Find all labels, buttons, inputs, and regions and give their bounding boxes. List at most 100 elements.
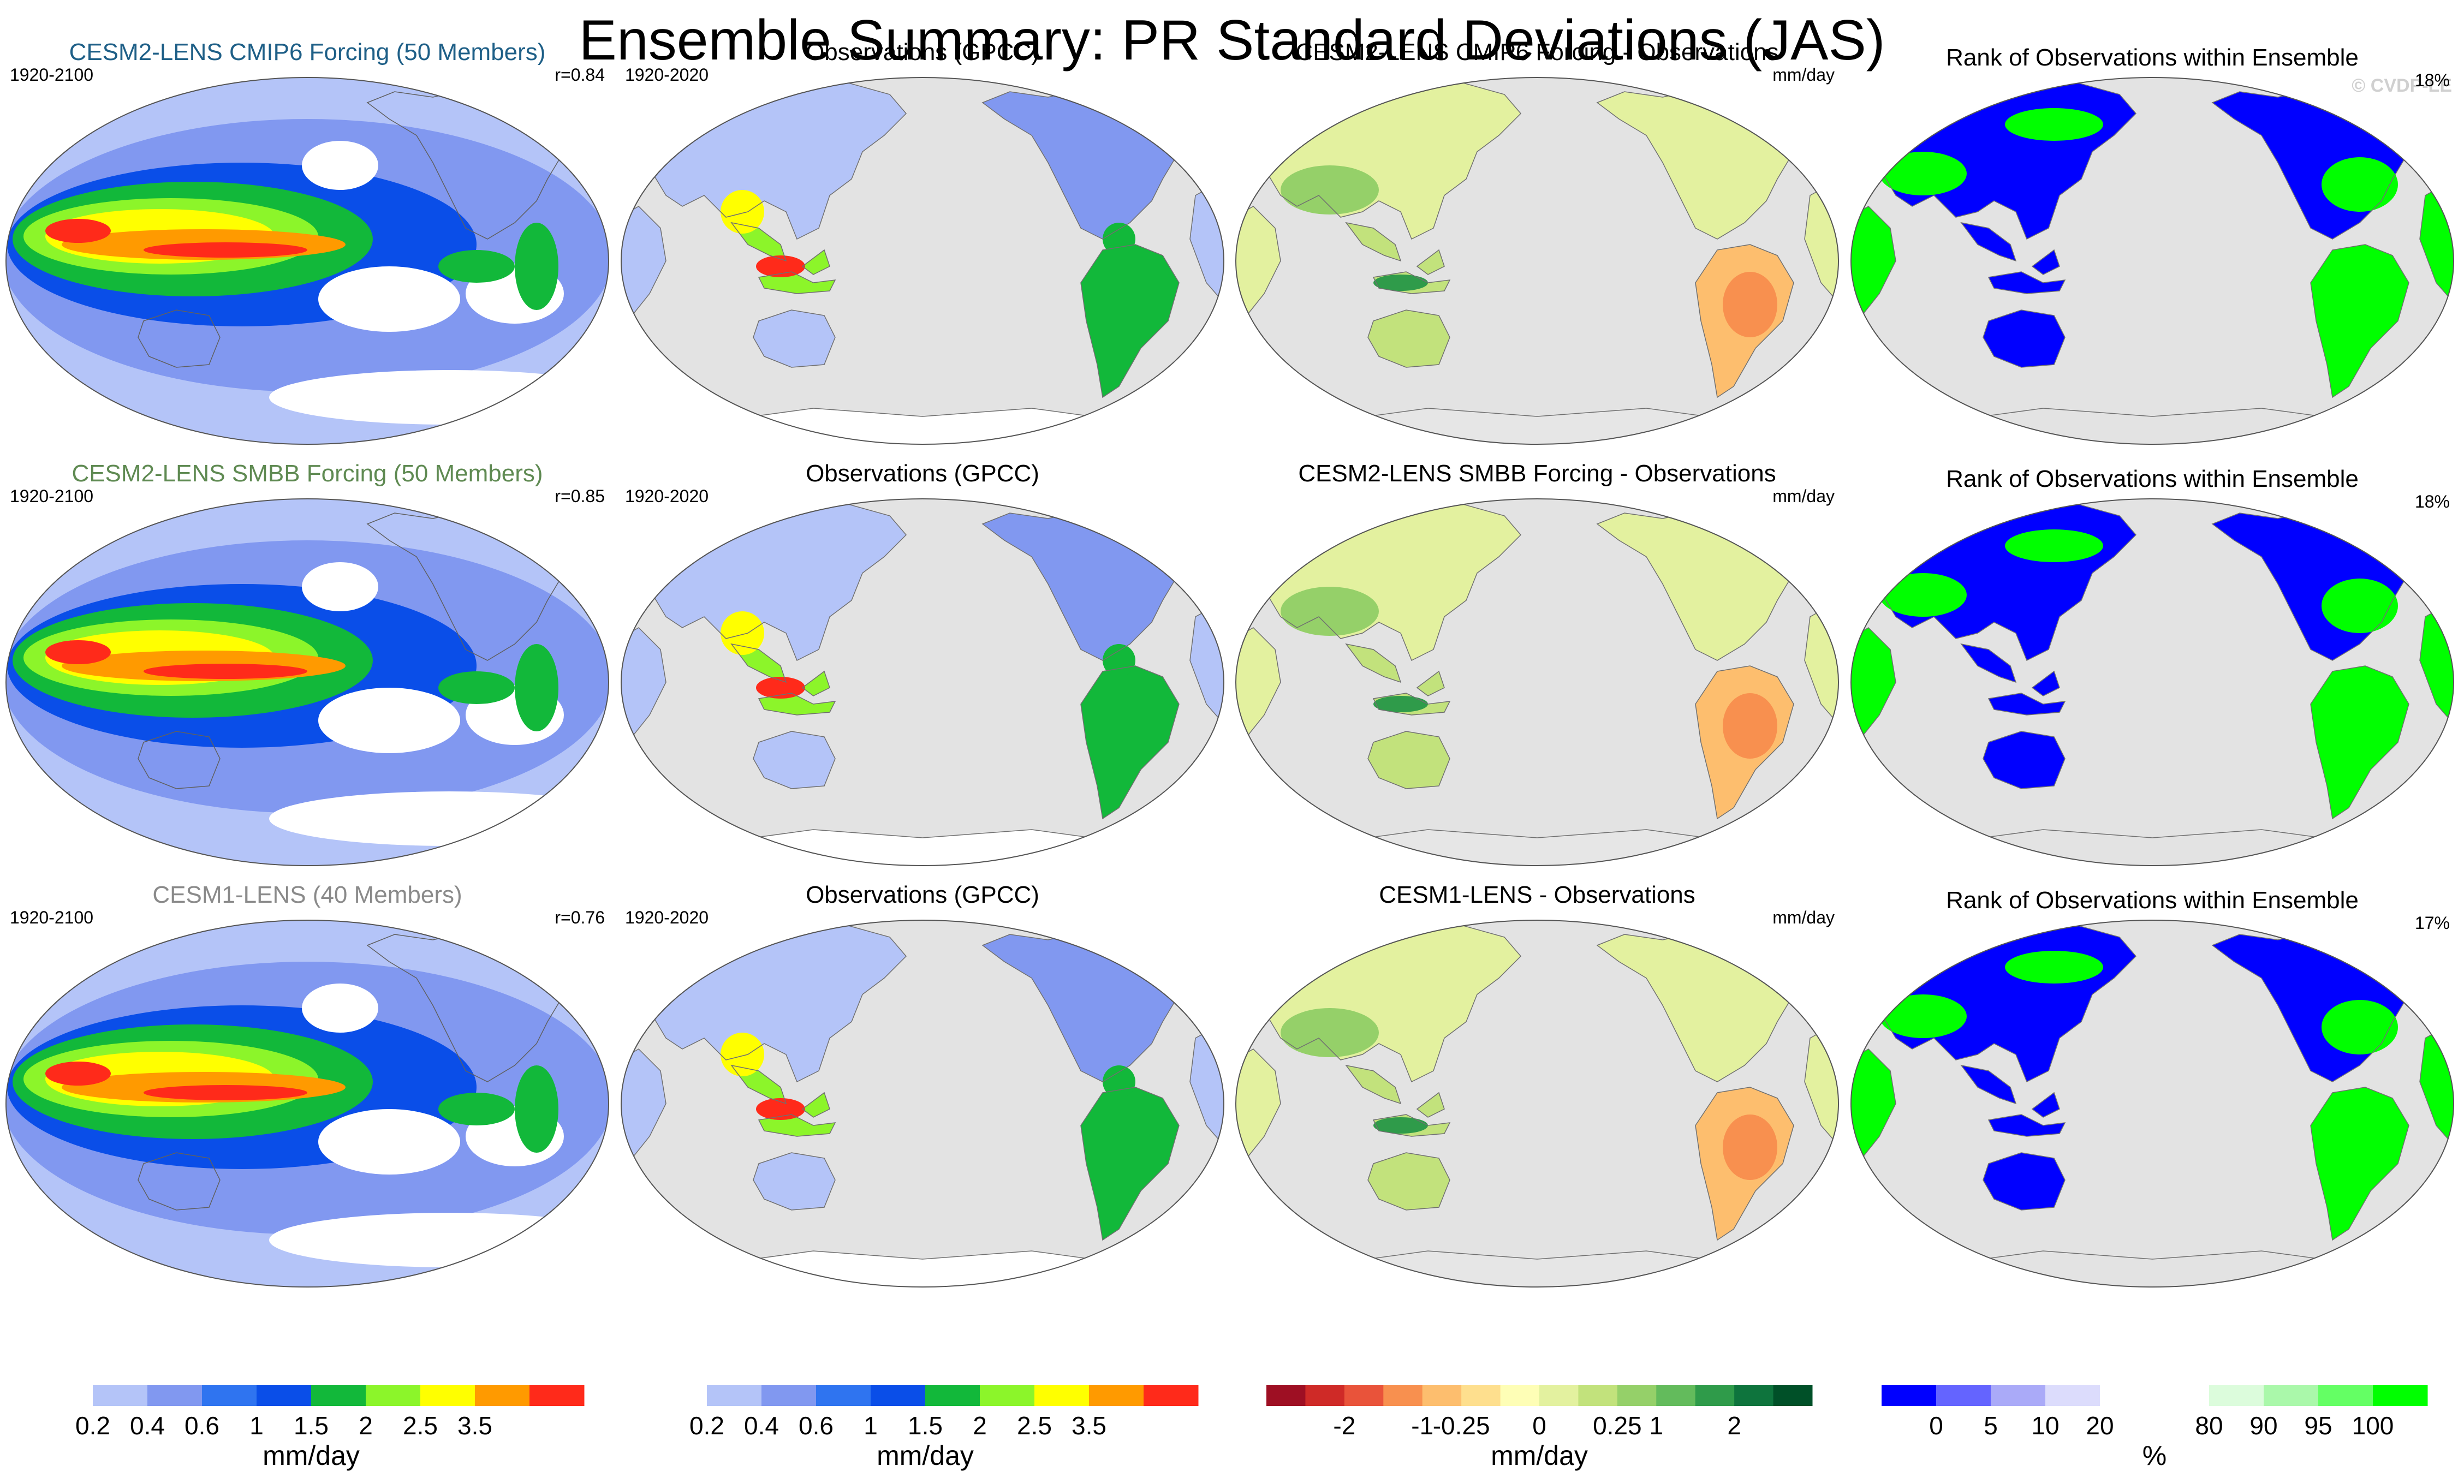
colorbar-swatch (1617, 1385, 1657, 1406)
colorbar-tick-label: 3.5 (1072, 1411, 1106, 1440)
colorbar-tick-label: 2.5 (403, 1411, 438, 1440)
colorbar-swatch (925, 1385, 980, 1406)
colorbar-tick-label: 0.2 (75, 1411, 110, 1440)
colorbar-tick-label: 1 (864, 1411, 878, 1440)
colorbar-units-label: mm/day (877, 1440, 974, 1471)
colorbar-tick-label: 5 (1984, 1411, 1998, 1440)
colorbar-swatch (202, 1385, 257, 1406)
colorbar-swatch (475, 1385, 530, 1406)
colorbar-tick-label: 20 (2086, 1411, 2114, 1440)
panel-title: CESM2-LENS SMBB Forcing (50 Members) (72, 460, 543, 487)
panel-row2-rank-map: Rank of Observations within Ensemble 18% (1850, 466, 2454, 866)
colorbar-units-label: mm/day (263, 1440, 360, 1471)
years-label: 1920-2100 (10, 65, 93, 85)
panel-row1-rank-map: Rank of Observations within Ensemble 18% (1850, 44, 2454, 445)
years-label: 1920-2020 (625, 65, 709, 85)
colorbar-swatch (707, 1385, 762, 1406)
colorbar-model-std: 0.2 0.4 0.6 1 1.5 2 2.5 3.5 mm/day (38, 1385, 585, 1471)
colorbar-tick-label: 95 (2304, 1411, 2332, 1440)
colorbar-swatch (257, 1385, 312, 1406)
panel-row3-difference-map: CESM1-LENS - Observations mm/day (1235, 881, 1839, 1288)
colorbar-swatch (2318, 1385, 2373, 1406)
rank-percent-label: 18% (2415, 70, 2450, 90)
colorbar-units-label: % (2142, 1440, 2167, 1471)
panel-row1-difference-map: CESM2-LENS CMIP6 Forcing - Observationsm… (1235, 39, 1839, 445)
colorbar-swatch (871, 1385, 926, 1406)
colorbar-swatch (652, 1385, 707, 1406)
copyright-notice: © CVDP-LE (2352, 75, 2452, 96)
colorbar-swatch (147, 1385, 203, 1406)
colorbar-tick-label: 0.6 (799, 1411, 834, 1440)
colorbar-tick-label: 90 (2249, 1411, 2277, 1440)
colorbar-tick-label: 0 (1532, 1411, 1546, 1440)
colorbar-tick-label: 2 (1727, 1411, 1741, 1440)
colorbar-tick-label: 1.5 (294, 1411, 329, 1440)
colorbar-swatch (1383, 1385, 1423, 1406)
colorbar-swatch (2373, 1385, 2428, 1406)
colorbar-swatch (1734, 1385, 1774, 1406)
colorbar-tick-label: 0.2 (689, 1411, 724, 1440)
panel-title: Observations (GPCC) (806, 39, 1039, 65)
colorbar-units-label: mm/day (1491, 1440, 1588, 1471)
colorbar-swatch (1656, 1385, 1696, 1406)
pattern-correlation-label: r=0.84 (555, 65, 605, 85)
colorbar-swatch (1539, 1385, 1579, 1406)
panel-title: Rank of Observations within Ensemble (1946, 887, 2359, 914)
colorbar-swatch (761, 1385, 817, 1406)
panel-title: CESM2-LENS CMIP6 Forcing - Observations (1295, 39, 1778, 65)
colorbar-swatch (1991, 1385, 2046, 1406)
colorbar-swatch (1461, 1385, 1501, 1406)
colorbar-swatch (1034, 1385, 1090, 1406)
colorbar-tick-label: 1.5 (908, 1411, 943, 1440)
colorbar-tick-label: 3.5 (457, 1411, 492, 1440)
colorbar-swatch (366, 1385, 421, 1406)
colorbar-swatch (1773, 1385, 1813, 1406)
colorbar-swatch (1344, 1385, 1384, 1406)
colorbar-difference: -2 -1-0.25 0 0.25 1 2 mm/day (1266, 1385, 1813, 1471)
colorbar-swatch (2264, 1385, 2319, 1406)
colorbar-swatch (980, 1385, 1035, 1406)
colorbar-swatch (420, 1385, 475, 1406)
colorbar-swatch (38, 1385, 93, 1406)
colorbar-swatch (1089, 1385, 1144, 1406)
colorbar-tick-label: 100 (2352, 1411, 2394, 1440)
rank-percent-label: 18% (2415, 492, 2450, 511)
colorbar-swatch (1500, 1385, 1540, 1406)
panel-row2-model-std-map: CESM2-LENS SMBB Forcing (50 Members)1920… (5, 460, 609, 866)
panel-row2-difference-map: CESM2-LENS SMBB Forcing - Observationsmm… (1235, 460, 1839, 866)
colorbar-swatch (2209, 1385, 2264, 1406)
colorbar-swatch (1422, 1385, 1462, 1406)
panel-title: Observations (GPCC) (806, 881, 1039, 908)
colorbar-tick-label: 2 (359, 1411, 373, 1440)
colorbar-swatch (93, 1385, 148, 1406)
panel-title: CESM1-LENS - Observations (1379, 881, 1695, 908)
panel-row1-obs-std-map: Observations (GPCC) 1920-2020 (621, 39, 1224, 445)
colorbar-tick-label: 0.4 (130, 1411, 165, 1440)
colorbar-swatch (2100, 1385, 2155, 1406)
rank-percent-label: 17% (2415, 913, 2450, 933)
years-label: 1920-2100 (10, 486, 93, 506)
colorbar-tick-label: -2 (1333, 1411, 1355, 1440)
panel-title: Rank of Observations within Ensemble (1946, 44, 2359, 71)
colorbar-swatch (311, 1385, 366, 1406)
colorbar-swatch (2045, 1385, 2100, 1406)
colorbar-swatch (1578, 1385, 1618, 1406)
colorbar-swatch (1266, 1385, 1306, 1406)
pattern-correlation-label: r=0.85 (555, 486, 605, 506)
colorbar-swatch (1305, 1385, 1345, 1406)
colorbar-tick-label: 0.6 (184, 1411, 219, 1440)
pattern-correlation-label: r=0.76 (555, 908, 605, 927)
colorbar-swatch (1144, 1385, 1199, 1406)
colorbar-tick-label: 2 (973, 1411, 987, 1440)
colorbar-swatch (529, 1385, 585, 1406)
colorbar-tick-label: -1 (1411, 1411, 1433, 1440)
units-label: mm/day (1772, 908, 1835, 927)
panel-title: CESM2-LENS CMIP6 Forcing (50 Members) (69, 39, 546, 65)
panel-row3-model-std-map: CESM1-LENS (40 Members) 1920-2100 r=0.76 (5, 881, 609, 1288)
colorbar-tick-label: 1 (1649, 1411, 1663, 1440)
colorbar-tick-label: 0.4 (744, 1411, 779, 1440)
colorbar-swatch (1936, 1385, 1991, 1406)
panel-row1-model-std-map: CESM2-LENS CMIP6 Forcing (50 Members)192… (5, 39, 609, 445)
units-label: mm/day (1772, 65, 1835, 85)
